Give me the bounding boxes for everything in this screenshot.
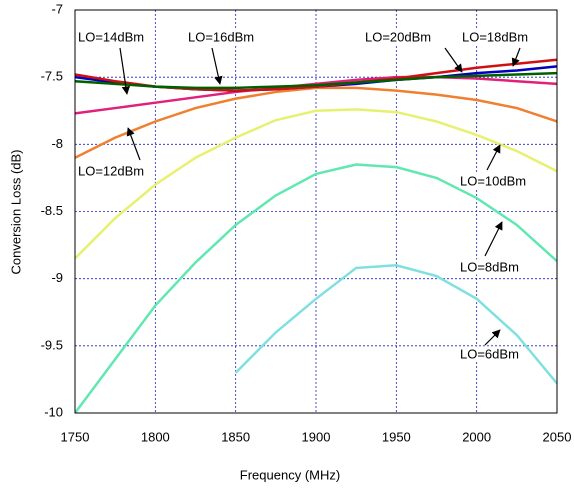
- x-tick-label: 1850: [221, 429, 250, 444]
- series-label: LO=6dBm: [460, 346, 519, 361]
- series-label: LO=14dBm: [78, 29, 144, 44]
- y-tick-label: -8: [51, 136, 63, 151]
- label-bg: [77, 163, 146, 179]
- annotation-arrow: [119, 47, 131, 95]
- series-line: [75, 108, 557, 260]
- y-tick-label: -8.5: [41, 203, 63, 218]
- y-tick-label: -7: [51, 1, 63, 16]
- y-tick-label: -7.5: [41, 69, 63, 84]
- series-label: LO=18dBm: [462, 29, 528, 44]
- plot-frame: [74, 9, 558, 414]
- series-label: LO=8dBm: [460, 259, 519, 274]
- y-axis-label: Conversion Loss (dB): [8, 150, 23, 275]
- x-axis-label: Frequency (MHz): [240, 467, 340, 482]
- y-tick-label: -9.5: [41, 337, 63, 352]
- label-bg: [459, 259, 520, 275]
- annotation-arrow: [484, 221, 503, 257]
- label-bg: [364, 29, 433, 45]
- annotation-arrow: [126, 127, 141, 161]
- y-tick-label: -9: [51, 270, 63, 285]
- x-tick-label: 1800: [141, 429, 170, 444]
- x-tick-label: 1750: [61, 429, 90, 444]
- series-label: LO=16dBm: [188, 29, 254, 44]
- x-tick-label: 1900: [302, 429, 331, 444]
- series-label: LO=10dBm: [460, 173, 526, 188]
- series-line: [75, 71, 557, 90]
- x-tick-label: 2000: [462, 429, 491, 444]
- label-bg: [459, 173, 528, 189]
- annotation-arrow: [211, 47, 223, 85]
- y-tick-label: -10: [44, 404, 63, 419]
- series-label: LO=20dBm: [365, 29, 431, 44]
- annotation-arrow: [484, 329, 501, 346]
- series-line: [234, 263, 557, 385]
- series-line: [75, 86, 557, 159]
- series-label: LO=12dBm: [78, 163, 144, 178]
- label-bg: [187, 29, 256, 45]
- label-bg: [77, 29, 146, 45]
- x-tick-label: 1950: [382, 429, 411, 444]
- annotation-arrow: [486, 144, 501, 171]
- series-line: [75, 163, 557, 413]
- annotation-arrow: [444, 47, 463, 73]
- label-bg: [459, 346, 520, 362]
- label-bg: [461, 29, 530, 45]
- x-tick-label: 2050: [543, 429, 572, 444]
- series-line: [75, 75, 557, 115]
- annotation-arrow: [511, 47, 521, 67]
